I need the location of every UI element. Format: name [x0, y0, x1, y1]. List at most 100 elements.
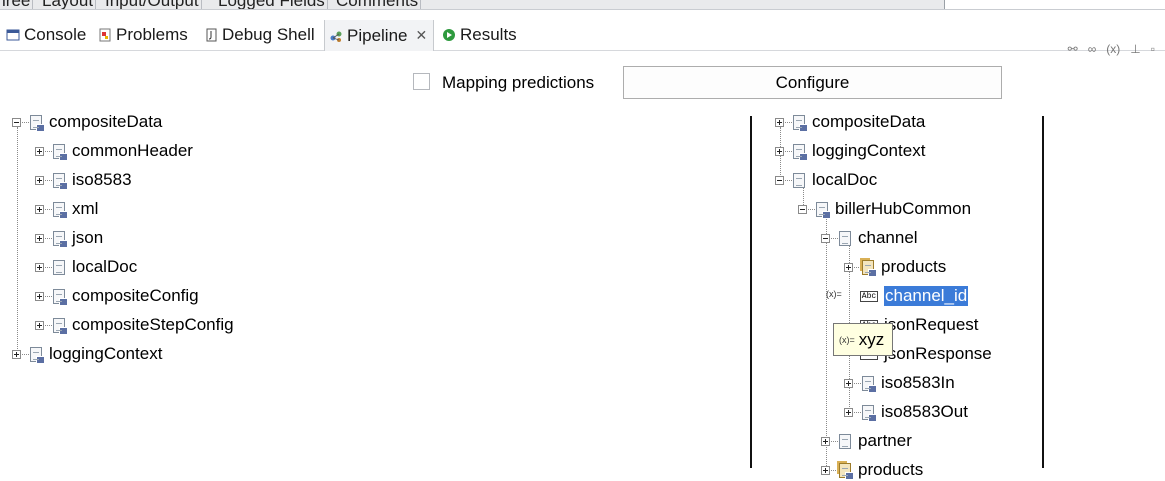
tree-node-label: localDoc [72, 257, 138, 276]
editor-tab-strip: iree Layout Input/Output Logged Fields C… [0, 0, 1165, 10]
tab-debug-shell[interactable]: Debug Shell [204, 20, 315, 50]
record-icon [53, 201, 68, 219]
tree-node[interactable]: iso8583Out [844, 401, 968, 423]
tree-node[interactable]: localDoc [35, 256, 137, 278]
console-icon [6, 29, 20, 41]
tree-node[interactable]: json [35, 227, 103, 249]
record-icon [53, 172, 68, 190]
tree-node-label: iso8583In [881, 373, 955, 392]
tree-node-label: iso8583 [72, 170, 132, 189]
tree-node[interactable]: compositeConfig [35, 285, 199, 307]
pipeline-icon [330, 31, 342, 42]
tree-node-label: loggingContext [812, 141, 926, 160]
link-icon[interactable]: ⚯ [1067, 42, 1078, 56]
view-menu-icon[interactable]: ▫ [1150, 42, 1155, 56]
tab-pipeline[interactable]: Pipeline ✕ [324, 20, 435, 51]
tree-guide-line [803, 185, 804, 205]
pin-icon[interactable]: ⊥ [1130, 42, 1141, 56]
editor-tab-input-output[interactable]: Input/Output [103, 0, 202, 9]
record-icon [53, 317, 68, 335]
document-icon [793, 172, 805, 188]
tree-node[interactable]: iso8583 [35, 169, 132, 191]
editor-tab-layout[interactable]: Layout [40, 0, 97, 9]
tree-guide-line [17, 127, 18, 351]
record-icon [793, 114, 808, 132]
editor-tab-comments[interactable]: Comments [334, 0, 422, 9]
tab-results-label: Results [460, 25, 517, 44]
expand-icon[interactable] [35, 291, 44, 301]
tab-problems[interactable]: Problems [98, 20, 188, 50]
record-icon [793, 143, 808, 161]
tree-node[interactable]: loggingContext [775, 140, 925, 162]
record-icon [30, 114, 45, 132]
tree-node-label: jsonResponse [884, 344, 992, 363]
expand-icon[interactable] [821, 436, 830, 446]
debug-shell-icon [206, 28, 217, 42]
editor-field[interactable] [944, 0, 1165, 9]
collapse-icon[interactable] [12, 117, 21, 127]
expand-icon[interactable] [775, 146, 784, 156]
tree-node-selected[interactable]: Abc channel_id [860, 285, 969, 307]
expand-icon[interactable] [844, 262, 853, 272]
tree-node[interactable]: compositeData [775, 111, 925, 133]
tree-node[interactable]: channel [821, 227, 918, 249]
expand-icon[interactable] [35, 320, 44, 330]
collapse-icon[interactable] [798, 204, 807, 214]
tooltip-text: xyz [858, 329, 885, 349]
mapping-predictions-checkbox[interactable] [413, 73, 430, 90]
tree-node-label: compositeConfig [72, 286, 199, 305]
tree-node[interactable]: commonHeader [35, 140, 193, 162]
record-icon [53, 143, 68, 161]
record-icon [862, 375, 877, 393]
tree-node-label: json [72, 228, 104, 247]
expand-icon[interactable] [821, 465, 830, 475]
tree-node[interactable]: billerHubCommon [798, 198, 971, 220]
tree-node[interactable]: loggingContext [12, 343, 162, 365]
record-list-icon [862, 259, 877, 277]
expand-icon[interactable] [844, 378, 853, 388]
tree-node-label: commonHeader [72, 141, 193, 160]
tree-node[interactable]: localDoc [775, 169, 877, 191]
document-icon [839, 230, 851, 246]
configure-button[interactable]: Configure [623, 66, 1002, 99]
tab-debug-shell-label: Debug Shell [222, 25, 315, 44]
expand-icon[interactable] [35, 175, 44, 185]
tab-console-label: Console [24, 25, 87, 44]
tree-node-label: compositeData [812, 112, 926, 131]
document-icon [839, 433, 851, 449]
tree-node[interactable]: iso8583In [844, 372, 955, 394]
editor-tab-tree[interactable]: iree [0, 0, 34, 9]
record-icon [53, 230, 68, 248]
record-icon [30, 346, 45, 364]
collapse-icon[interactable] [821, 233, 830, 243]
collapse-icon[interactable] [775, 175, 784, 185]
expand-icon[interactable] [775, 117, 784, 127]
expand-icon[interactable] [35, 204, 44, 214]
set-value-icon[interactable]: (x)= [826, 289, 842, 299]
tree-node-label: channel [858, 228, 918, 247]
binoculars-icon[interactable]: ∞ [1087, 42, 1097, 56]
tab-results[interactable]: Results [442, 20, 517, 50]
expand-icon[interactable] [12, 349, 21, 359]
expand-icon[interactable] [844, 407, 853, 417]
expand-icon[interactable] [35, 233, 44, 243]
record-icon [53, 288, 68, 306]
tab-console[interactable]: Console [6, 20, 86, 50]
map-variable-icon[interactable]: (x) [1106, 42, 1121, 56]
tree-node[interactable]: compositeStepConfig [35, 314, 234, 336]
expand-icon[interactable] [35, 262, 44, 272]
tree-node[interactable]: products [844, 256, 946, 278]
mapping-predictions-label: Mapping predictions [442, 73, 595, 92]
close-icon[interactable]: ✕ [415, 27, 428, 43]
tree-node[interactable]: xml [35, 198, 98, 220]
view-toolbar: ⚯ ∞ (x) ⊥ ▫ [1068, 42, 1155, 56]
results-icon [443, 29, 455, 41]
tree-node-label: billerHubCommon [835, 199, 972, 218]
tree-node[interactable]: compositeData [12, 111, 162, 133]
expand-icon[interactable] [35, 146, 44, 156]
tree-node-label: products [881, 257, 947, 276]
tree-node[interactable]: partner [821, 430, 912, 452]
editor-tab-logged-fields[interactable]: Logged Fields [216, 0, 328, 9]
record-icon [862, 404, 877, 422]
tree-node[interactable]: products [821, 459, 923, 481]
